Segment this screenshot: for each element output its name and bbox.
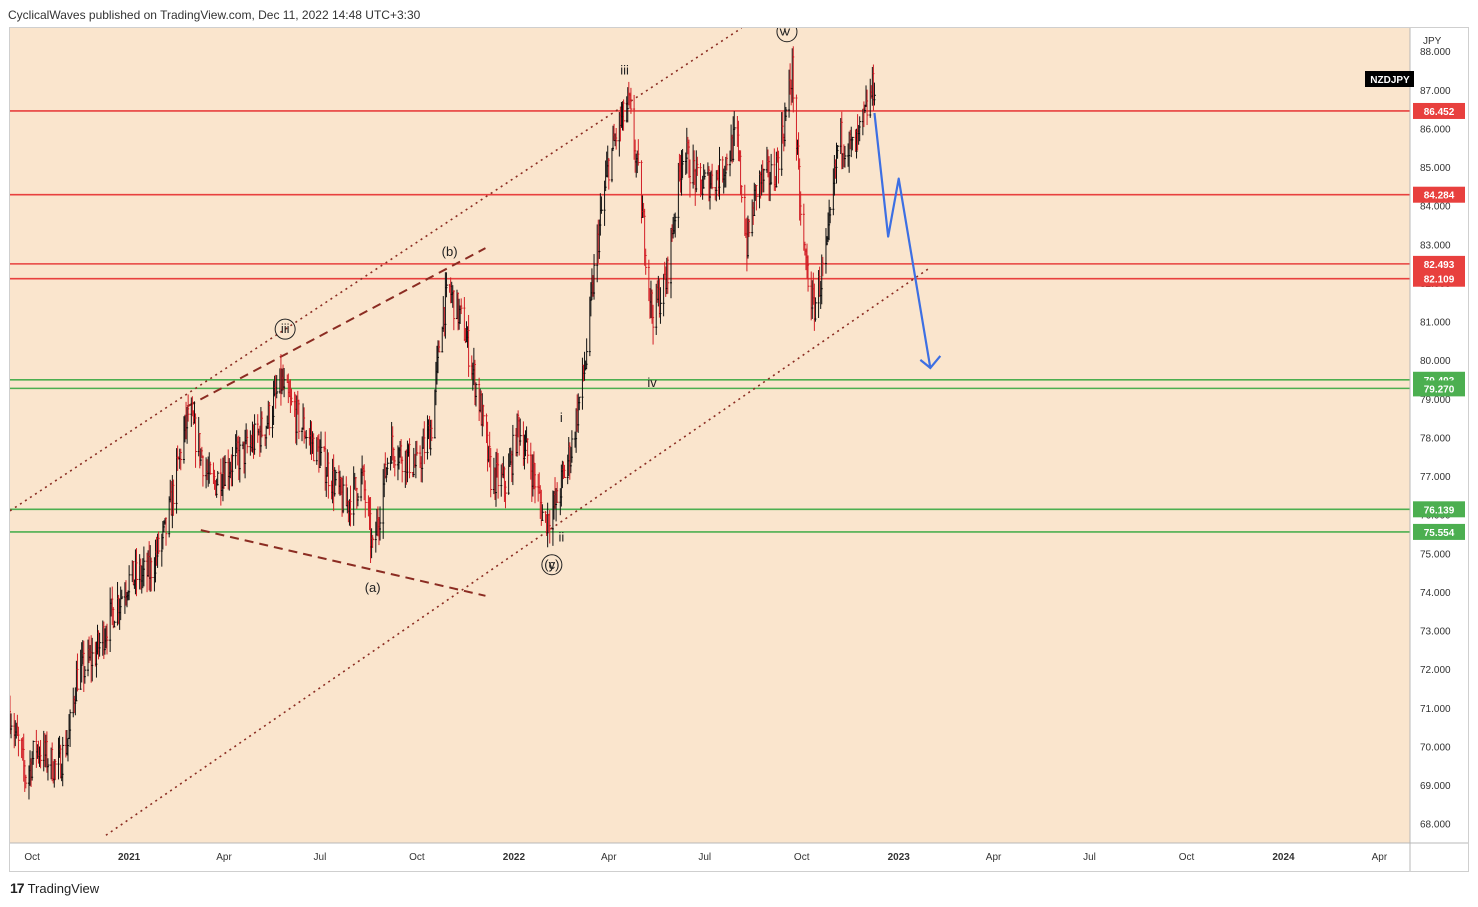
price-tick-label: 78.000 [1420,433,1451,444]
horizontal-levels [10,110,1410,533]
price-tick-label: 86.000 [1420,124,1451,135]
projection-arrow [873,112,942,370]
price-tick-label: 74.000 [1420,588,1451,599]
tradingview-logo-icon: 17 [10,880,25,896]
time-tick-label: Jul [314,852,327,863]
time-tick-label: Jul [1083,852,1096,863]
wave-label: (a) [365,580,381,595]
wave-label: iii [620,62,629,77]
projection-arrowhead [919,355,942,370]
time-tick-label: Jul [698,852,711,863]
price-badge-label: 79.270 [1424,384,1455,395]
price-badge-label: 86.452 [1424,107,1455,118]
price-badges: NZDJPY86.45284.28482.49382.10979.49379.2… [1365,71,1465,540]
price-axis[interactable]: 88.00087.00086.00085.00084.00083.00082.0… [1420,47,1451,831]
price-tick-label: 81.000 [1420,318,1451,329]
price-tick-label: 69.000 [1420,781,1451,792]
price-badge [1413,501,1465,518]
time-tick-label: 2024 [1272,852,1295,863]
currency-label: JPY [1423,36,1442,47]
price-tick-label: 68.000 [1420,820,1451,831]
dashed-trendline [200,529,486,597]
wave-label: v [779,28,786,39]
time-tick-label: Apr [1372,852,1388,863]
dashed-trendline [186,247,486,408]
wave-label: ii [558,530,564,545]
price-tick-label: 70.000 [1420,742,1451,753]
time-tick-label: Oct [794,852,810,863]
price-badge [1413,255,1465,272]
price-tick-label: 85.000 [1420,163,1451,174]
time-tick-label: Oct [24,852,40,863]
price-badge-label: 82.493 [1424,260,1455,271]
price-badge [1413,523,1465,540]
time-tick-label: Apr [986,852,1002,863]
price-tick-label: 88.000 [1420,47,1451,58]
trendlines [9,27,931,836]
symbol-badge-label: NZDJPY [1370,75,1410,86]
wave-label: iii [281,321,290,336]
price-tick-label: 75.000 [1420,549,1451,560]
time-tick-label: Apr [601,852,617,863]
publisher-header: CyclicalWaves published on TradingView.c… [8,8,421,22]
wave-label: (y) [544,557,559,572]
time-tick-label: 2022 [503,852,526,863]
price-tick-label: 83.000 [1420,240,1451,251]
time-tick-label: 2021 [118,852,141,863]
price-tick-label: 79.000 [1420,395,1451,406]
price-badge-label: 75.554 [1424,528,1455,539]
projection-path [873,112,932,369]
price-badge-label: 76.139 [1424,505,1455,516]
price-badge [1413,380,1465,397]
price-tick-label: 84.000 [1420,202,1451,213]
wave-label: (b) [442,244,458,259]
time-tick-label: 2023 [888,852,911,863]
wave-label: v [784,28,791,39]
plot-background [10,28,1410,843]
price-badge [1413,270,1465,287]
price-badge-label: 84.284 [1424,191,1455,202]
footer: 17 TradingView [10,880,99,896]
time-axis[interactable]: Oct 2021 Apr Jul Oct 2022 Apr Jul Oct 2023 Apr Jul O… [24,852,1388,863]
price-badge-label: 82.109 [1424,275,1455,286]
candles [9,46,876,800]
time-tick-label: Apr [216,852,232,863]
price-tick-label: 72.000 [1420,665,1451,676]
wave-label: c [549,557,556,572]
wave-label: i [560,410,563,425]
price-tick-label: 73.000 [1420,627,1451,638]
wave-label-circle [274,318,296,340]
price-tick-label: 77.000 [1420,472,1451,483]
footer-brand: TradingView [27,880,100,896]
price-tick-label: 80.000 [1420,356,1451,367]
symbol-badge [1365,71,1414,87]
price-badge [1413,186,1465,203]
price-tick-label: 71.000 [1420,704,1451,715]
price-badge [1413,102,1465,119]
dotted-trendline [105,266,931,836]
price-tick-label: 87.000 [1420,86,1451,97]
time-tick-label: Oct [409,852,425,863]
time-tick-label: Oct [1179,852,1195,863]
wave-label-circle [541,554,563,576]
dotted-trendline [9,27,743,512]
chart-frame: iii (b) (a) iii v v iv i ii (y) c 88.000 87.000 86.0… [9,21,1469,872]
wave-label: iv [647,375,657,390]
